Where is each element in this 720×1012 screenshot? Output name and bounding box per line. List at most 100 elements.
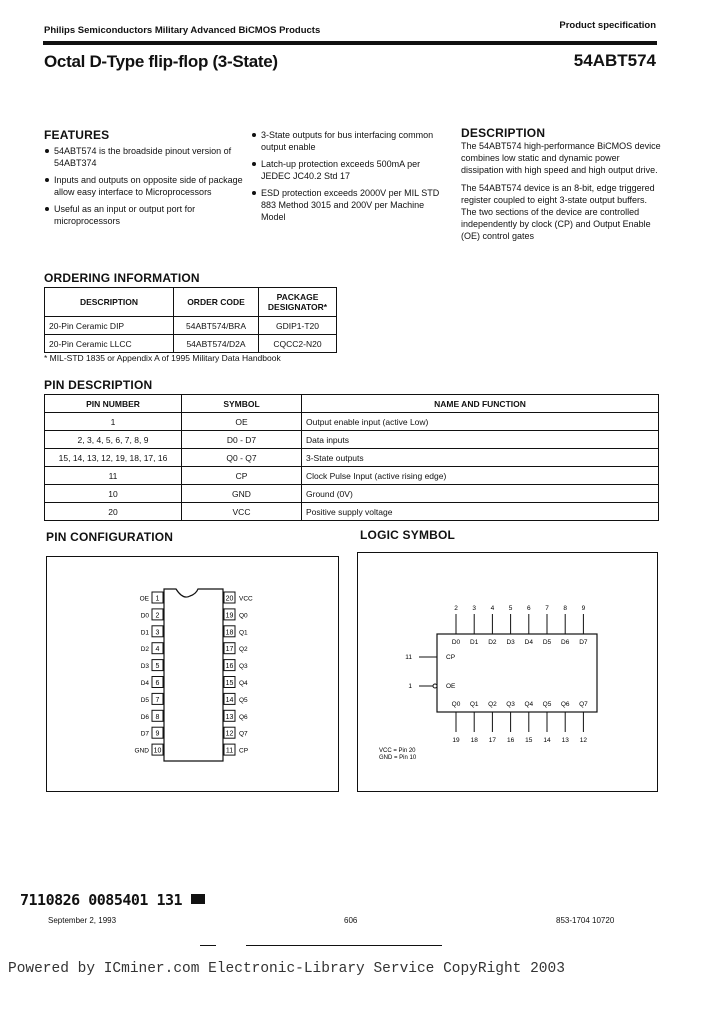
pin-box [223, 659, 236, 672]
function-cell: 3-State outputs [301, 448, 659, 467]
function-cell: Clock Pulse Input (active rising edge) [301, 466, 659, 485]
pin-number-cell: 10 [44, 484, 182, 503]
pin-name: Q7 [239, 731, 248, 738]
output-label: Q5 [543, 701, 552, 708]
pin-number: 12 [226, 731, 234, 738]
output-label: Q6 [561, 701, 570, 708]
pin-number: 18 [226, 629, 234, 636]
features-heading: FEATURES [44, 128, 110, 142]
output-label: Q1 [470, 701, 479, 708]
pin-box [151, 608, 164, 621]
pin-box [223, 642, 236, 655]
pin-name: D1 [141, 629, 150, 636]
register-box [436, 633, 598, 713]
feature-item: Inputs and outputs on opposite side of p… [44, 174, 244, 198]
pin-number: 1 [156, 596, 160, 603]
col-header: SYMBOL [181, 394, 302, 413]
footer-date: September 2, 1993 [48, 916, 117, 925]
pin-number: 11 [226, 748, 233, 755]
bottom-pin-number: 19 [452, 737, 460, 744]
cp-pin-number: 11 [405, 654, 412, 661]
pin-number-cell: 2, 3, 4, 5, 6, 7, 8, 9 [44, 430, 182, 449]
input-label: D3 [506, 639, 515, 646]
output-label: Q2 [488, 701, 497, 708]
pin-box [223, 625, 236, 638]
input-label: D0 [452, 639, 461, 646]
bottom-pin-number: 12 [580, 737, 588, 744]
gnd-note: GND = Pin 10 [379, 755, 417, 761]
symbol-cell: OE [181, 412, 302, 431]
table-row: 15, 14, 13, 12, 19, 18, 17, 16 Q0 - Q7 3-S… [44, 448, 659, 467]
output-label: Q3 [506, 701, 515, 708]
feature-item: 3-State outputs for bus interfacing comm… [251, 129, 451, 153]
bottom-pin-number: 17 [489, 737, 497, 744]
pin-box [223, 692, 236, 705]
pin-number: 2 [156, 612, 160, 619]
pin-configuration-diagram: 1 OE 2 D0 3 D1 4 D2 5 D3 6 D4 7 D5 8 D6 9 D7 10 GND 20 VCC 19 Q… [46, 556, 339, 792]
input-label: D6 [561, 639, 570, 646]
top-pin-number: 3 [472, 605, 476, 612]
pin-box [151, 659, 164, 672]
pin-box [223, 608, 236, 621]
table-row: 20-Pin Ceramic DIP 54ABT574/BRA GDIP1-T20 [44, 316, 337, 335]
pin-box [151, 625, 164, 638]
col-header: PACKAGE DESIGNATOR* [258, 287, 337, 317]
feature-item: Latch-up protection exceeds 500mA per JE… [251, 158, 451, 182]
pin-name: D3 [141, 663, 150, 670]
bottom-pin-number: 13 [562, 737, 570, 744]
logic-symbol-heading: LOGIC SYMBOL [360, 528, 456, 542]
pin-number: 5 [156, 663, 160, 670]
powered-by: Powered by ICminer.com Electronic-Librar… [8, 961, 565, 977]
description-paragraph: The 54ABT574 high-performance BiCMOS dev… [461, 141, 661, 175]
features-col2: 3-State outputs for bus interfacing comm… [251, 129, 451, 228]
cell: CQCC2-N20 [258, 334, 337, 353]
function-cell: Ground (0V) [301, 484, 659, 503]
table-row: 2, 3, 4, 5, 6, 7, 8, 9 D0 - D7 Data inputs [44, 430, 659, 449]
table-row: 20-Pin Ceramic LLCC 54ABT574/D2A CQCC2-N20 [44, 334, 337, 353]
doc-type: Product specification [559, 20, 656, 31]
pin-box [223, 743, 236, 756]
col-header: ORDER CODE [173, 287, 259, 317]
top-pin-number: 8 [563, 605, 567, 612]
pin-name: Q0 [239, 612, 248, 619]
col-header: NAME AND FUNCTION [301, 394, 659, 413]
page-number: 606 [344, 916, 358, 925]
cell: 20-Pin Ceramic LLCC [44, 334, 174, 353]
pin-number: 7 [156, 697, 160, 704]
ordering-section: ORDERING INFORMATION DESCRIPTION ORDER C… [44, 271, 337, 363]
diagram-frame [357, 552, 658, 792]
pin-box [151, 676, 164, 688]
symbol-cell: Q0 - Q7 [181, 448, 302, 467]
pin-name: Q4 [239, 680, 248, 687]
pin-name: GND [135, 748, 150, 755]
chip-body [163, 588, 224, 762]
table-row: 11 CP Clock Pulse Input (active rising edg… [44, 466, 659, 485]
cell: 54ABT574/D2A [173, 334, 259, 353]
oe-label: OE [446, 683, 456, 690]
function-cell: Positive supply voltage [301, 502, 659, 521]
cell: 20-Pin Ceramic DIP [44, 316, 174, 335]
col-header: DESCRIPTION [44, 287, 174, 317]
part-number: 54ABT574 [573, 51, 656, 70]
pin-description-heading: PIN DESCRIPTION [44, 378, 153, 392]
bottom-pin-number: 16 [507, 737, 515, 744]
pin-box [151, 692, 164, 705]
pin-name: D0 [141, 612, 150, 619]
features-col1: FEATURES 54ABT574 is the broadside pinou… [44, 128, 244, 232]
pin-description-section: PIN DESCRIPTION PIN NUMBER SYMBOL NAME A… [44, 378, 659, 521]
ordering-footnote: * MIL-STD 1835 or Appendix A of 1995 Mil… [44, 353, 281, 363]
bottom-pin-number: 14 [543, 737, 551, 744]
bottom-pin-number: 15 [525, 737, 533, 744]
pin-number: 9 [156, 731, 160, 738]
pin-name: D7 [141, 731, 150, 738]
table-row: 10 GND Ground (0V) [44, 484, 659, 503]
pin-name: D5 [141, 697, 150, 704]
logic-symbol-diagram: 2D0Q0193D1Q1184D2Q2175D3Q3166D4Q4157D5Q5… [357, 552, 658, 792]
pin-number: 13 [226, 714, 234, 721]
pin-box [151, 591, 164, 604]
pin-name: D6 [141, 714, 150, 721]
col-header: PIN NUMBER [44, 394, 182, 413]
feature-item: Useful as an input or output port for mi… [44, 203, 244, 227]
pin-box [151, 709, 164, 722]
feature-item: 54ABT574 is the broadside pinout version… [44, 145, 244, 169]
